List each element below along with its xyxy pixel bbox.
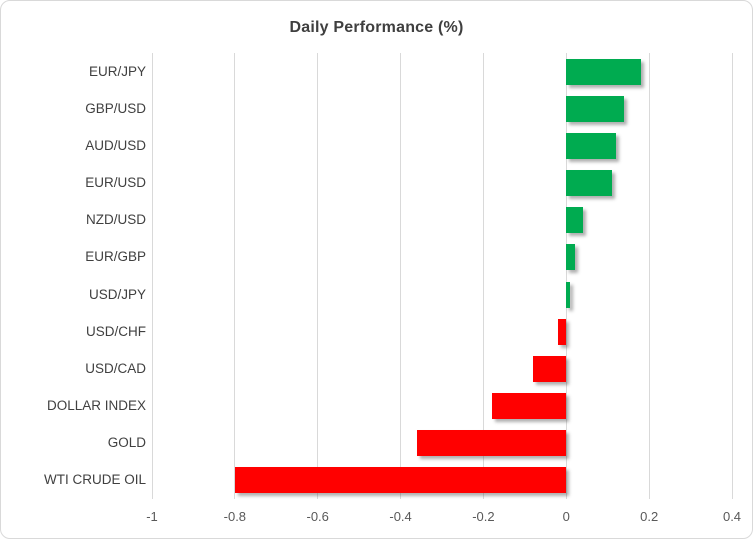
category-label-gold: GOLD: [107, 435, 146, 451]
category-label-gbp-usd: GBP/USD: [85, 100, 146, 116]
category-label-eur-usd: EUR/USD: [85, 175, 146, 191]
gridline-0: [565, 53, 567, 499]
tick-label--1: -1: [146, 509, 158, 524]
bar-dollar-index: [491, 393, 567, 420]
category-label-eur-jpy: EUR/JPY: [88, 63, 146, 79]
bar-series: [152, 53, 732, 499]
category-label-wti-crude-oil: WTI CRUDE OIL: [43, 472, 146, 488]
gridline-0.2: [648, 53, 650, 499]
tick-label--0.4: -0.4: [389, 509, 412, 524]
gridline--0.8: [234, 53, 236, 499]
gridline--0.2: [482, 53, 484, 499]
tick-label--0.6: -0.6: [306, 509, 329, 524]
bar-usd-chf: [558, 318, 567, 345]
bar-eur-jpy: [566, 58, 641, 85]
category-label-usd-jpy: USD/JPY: [88, 286, 146, 302]
category-label-eur-gbp: EUR/GBP: [85, 249, 146, 265]
bar-aud-usd: [566, 132, 616, 159]
bar-gold: [417, 430, 567, 457]
category-label-nzd-usd: NZD/USD: [86, 212, 146, 228]
tick-label--0.8: -0.8: [223, 509, 247, 524]
tick-label-0.4: 0.4: [722, 509, 742, 524]
bar-usd-cad: [533, 355, 567, 382]
plot-area: [151, 53, 733, 499]
category-axis: EUR/JPY GBP/USD AUD/USD EUR/USD NZD/USD EUR/G…: [1, 1, 146, 538]
gridline--0.4: [400, 53, 402, 499]
tick-label-0.2: 0.2: [640, 509, 659, 524]
category-label-usd-cad: USD/CAD: [85, 360, 146, 376]
gridline--0.6: [317, 53, 319, 499]
category-label-dollar-index: DOLLAR INDEX: [46, 398, 146, 414]
gridline-0.4: [731, 53, 733, 499]
bar-nzd-usd: [566, 207, 583, 234]
gridlines: [151, 53, 733, 499]
bar-usd-jpy: [566, 281, 571, 308]
tick-label-0: 0: [562, 509, 570, 524]
gridline--1: [151, 53, 153, 499]
category-label-usd-chf: USD/CHF: [86, 323, 146, 339]
bar-wti-crude-oil: [234, 467, 567, 494]
category-label-aud-usd: AUD/USD: [85, 137, 146, 153]
bar-eur-gbp: [566, 244, 575, 271]
bar-eur-usd: [566, 170, 612, 197]
tick-label--0.2: -0.2: [472, 509, 495, 524]
chart-title: Daily Performance (%): [289, 19, 464, 36]
bar-gbp-usd: [566, 95, 625, 122]
